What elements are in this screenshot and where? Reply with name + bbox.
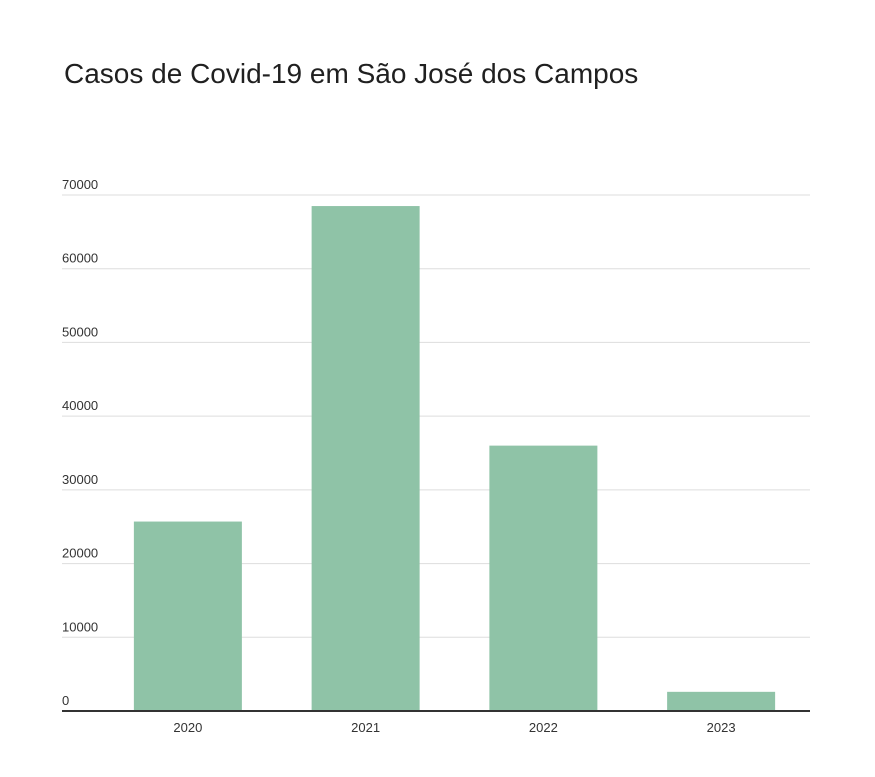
- y-tick-label: 20000: [62, 546, 98, 561]
- bar-2021: [311, 206, 420, 712]
- y-tick-label: 0: [62, 693, 69, 708]
- bars: [133, 206, 776, 712]
- y-tick-label: 30000: [62, 472, 98, 487]
- y-tick-label: 10000: [62, 619, 98, 634]
- bar-2020: [133, 521, 242, 711]
- bar-2023: [667, 691, 776, 711]
- chart-title: Casos de Covid-19 em São José dos Campos: [64, 58, 639, 89]
- bar-2022: [489, 445, 598, 711]
- y-axis-ticks: 0 10000 20000 30000 40000 50000 60000 70000: [62, 177, 98, 708]
- y-tick-label: 40000: [62, 398, 98, 413]
- y-tick-label: 60000: [62, 251, 98, 266]
- x-axis-ticks: 2020 2021 2022 2023: [173, 720, 735, 735]
- x-tick-label: 2023: [707, 720, 736, 735]
- x-tick-label: 2020: [173, 720, 202, 735]
- y-tick-label: 70000: [62, 177, 98, 192]
- x-tick-label: 2021: [351, 720, 380, 735]
- x-tick-label: 2022: [529, 720, 558, 735]
- y-tick-label: 50000: [62, 324, 98, 339]
